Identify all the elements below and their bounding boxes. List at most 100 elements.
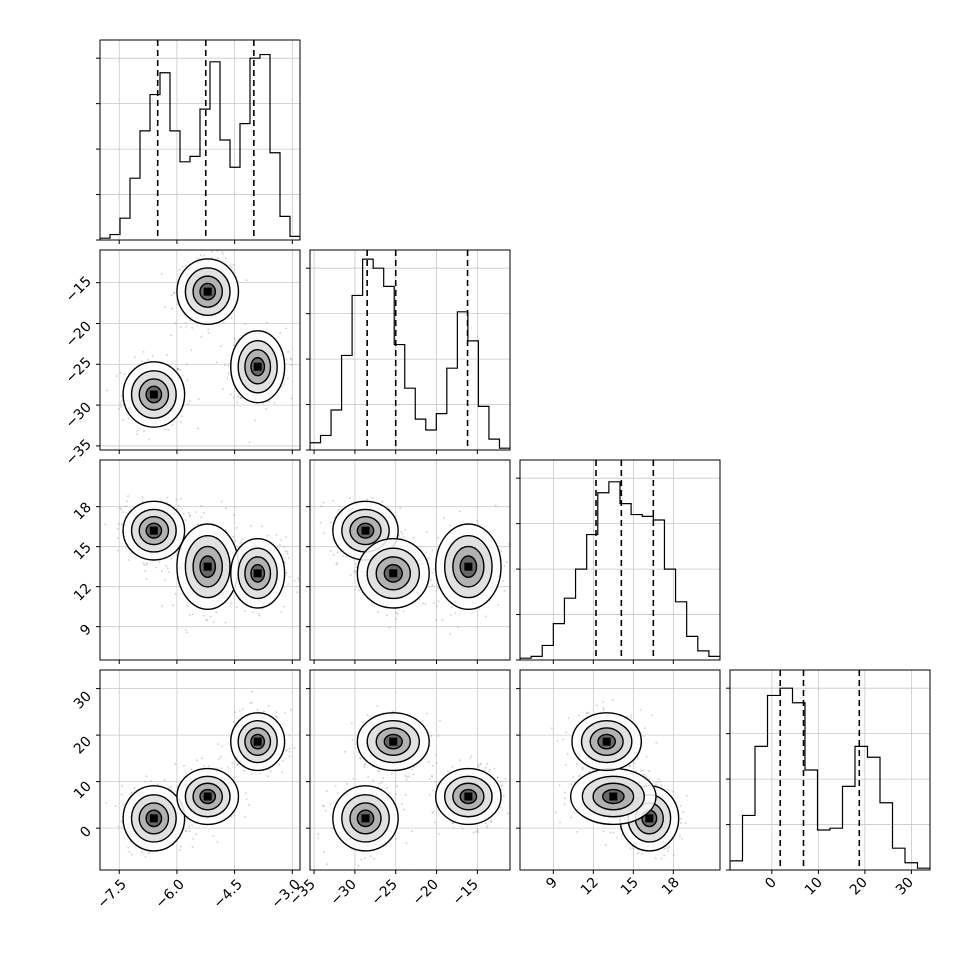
scatter-point (127, 417, 130, 420)
scatter-point (245, 798, 248, 801)
scatter-point (185, 363, 188, 366)
scatter-point (555, 811, 558, 814)
scatter-point (435, 605, 438, 608)
scatter-point (345, 555, 348, 558)
scatter-point (472, 831, 475, 834)
histogram-step (520, 481, 720, 660)
scatter-point (220, 767, 223, 770)
scatter-point (179, 326, 182, 329)
scatter-point (357, 865, 360, 868)
scatter-point (250, 524, 252, 527)
scatter-point (350, 722, 353, 725)
scatter-point (322, 805, 325, 808)
scatter-point (412, 536, 415, 539)
scatter-point (147, 852, 150, 855)
scatter-point (403, 808, 406, 811)
scatter-point (184, 830, 187, 833)
scatter-point (173, 291, 176, 294)
scatter-point (185, 829, 188, 832)
scatter-point (200, 335, 203, 338)
density-panel-2-4 (306, 669, 513, 874)
scatter-point (666, 847, 669, 850)
scatter-point (431, 775, 434, 778)
scatter-point (232, 721, 235, 724)
scatter-point (200, 504, 203, 507)
scatter-point (334, 784, 337, 787)
scatter-point (565, 764, 568, 767)
panel-frame (309, 459, 511, 661)
scatter-point (202, 614, 205, 617)
density-peak (361, 814, 370, 823)
scatter-point (370, 855, 373, 858)
scatter-point (189, 515, 192, 518)
scatter-point (200, 516, 203, 519)
scatter-point (378, 782, 381, 785)
scatter-point (372, 779, 374, 782)
scatter-point (578, 774, 581, 777)
scatter-point (141, 495, 144, 498)
panel-frame (519, 459, 721, 661)
scatter-point (360, 858, 363, 861)
scatter-point (461, 827, 464, 830)
scatter-point (486, 763, 489, 765)
scatter-point (168, 787, 170, 790)
scatter-point (456, 626, 459, 629)
scatter-point (142, 562, 145, 565)
scatter-point (441, 619, 444, 622)
scatter-point (354, 563, 357, 565)
scatter-point (575, 763, 578, 766)
scatter-point (685, 794, 688, 797)
scatter-point (240, 397, 243, 400)
scatter-point (390, 772, 393, 775)
scatter-point (166, 496, 169, 499)
scatter-point (320, 505, 323, 508)
scatter-point (458, 759, 461, 762)
scatter-point (146, 358, 149, 361)
scatter-point (275, 534, 278, 536)
scatter-point (189, 319, 192, 322)
scatter-point (244, 792, 247, 795)
scatter-point (427, 760, 430, 763)
scatter-point (231, 761, 234, 764)
scatter-point (196, 257, 199, 260)
scatter-point (337, 509, 340, 512)
scatter-point (450, 606, 453, 609)
scatter-point (145, 578, 148, 581)
scatter-point (449, 524, 452, 527)
y-tick-labels-param-2: −35 −30 −25 −20 −15 (63, 274, 95, 469)
scatter-point (229, 264, 232, 267)
scatter-point (349, 497, 352, 500)
panel-frame (309, 669, 511, 871)
scatter-point (261, 525, 263, 528)
scatter-point (163, 306, 166, 309)
scatter-point (331, 499, 334, 502)
scatter-point (243, 769, 246, 772)
scatter-point (146, 562, 148, 565)
density-peak (149, 814, 158, 823)
scatter-point (332, 553, 335, 556)
y-tick-label: −20 (63, 319, 95, 351)
scatter-point (424, 602, 427, 605)
scatter-point (290, 708, 292, 711)
scatter-point (227, 766, 229, 769)
scatter-point (187, 403, 190, 406)
scatter-point (376, 770, 379, 772)
scatter-point (514, 584, 516, 586)
scatter-point (648, 770, 651, 772)
scatter-point (425, 551, 428, 554)
scatter-point (122, 511, 125, 514)
scatter-point (230, 815, 233, 818)
scatter-point (511, 799, 513, 801)
scatter-point (621, 833, 624, 836)
scatter-point (283, 557, 286, 560)
scatter-point (235, 526, 238, 529)
scatter-point (351, 739, 354, 741)
scatter-point (251, 701, 254, 704)
scatter-point (219, 345, 222, 348)
scatter-point (203, 254, 205, 257)
scatter-point (185, 325, 188, 328)
scatter-point (422, 602, 425, 605)
scatter-point (488, 531, 491, 533)
scatter-point (163, 779, 166, 781)
y-tick-label: 10 (71, 779, 95, 803)
